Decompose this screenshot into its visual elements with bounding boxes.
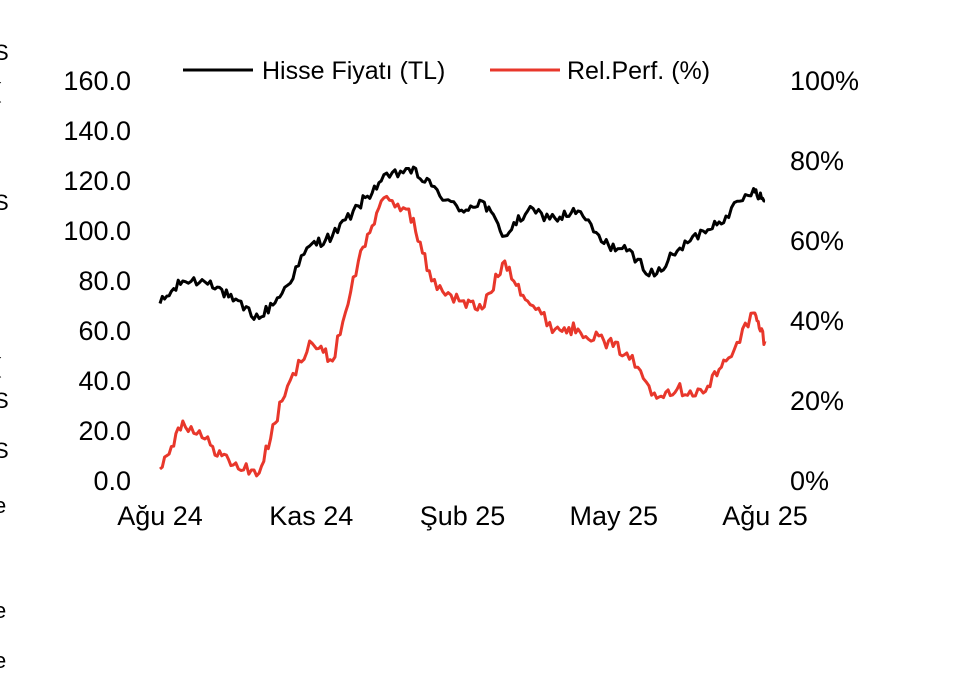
sidebar-fragment: e (0, 648, 7, 673)
legend-label: Hisse Fiyatı (TL) (262, 57, 445, 85)
left-y-tick-label: 40.0 (78, 366, 131, 396)
plot-area (158, 165, 767, 478)
x-tick-label: Ağu 25 (722, 501, 808, 531)
right-y-tick-label: 40% (790, 306, 844, 336)
left-y-axis: 0.0 20.0 40.0 60.0 80.0 100.0 120.0 140.0 160.0 (63, 66, 131, 496)
right-y-tick-label: 60% (790, 226, 844, 256)
left-y-tick-label: 100.0 (63, 216, 131, 246)
sidebar-fragment: e (0, 493, 7, 518)
left-y-tick-label: 140.0 (63, 116, 131, 146)
series-line-1 (158, 165, 766, 321)
sidebar-fragment: e (0, 598, 7, 623)
x-tick-label: Kas 24 (269, 501, 353, 531)
left-y-tick-label: 80.0 (78, 266, 131, 296)
series-line-2 (159, 194, 767, 478)
sidebar-fragment: S (0, 40, 9, 65)
x-tick-label: May 25 (569, 501, 658, 531)
right-y-tick-label: 80% (790, 146, 844, 176)
right-y-tick-label: 20% (790, 386, 844, 416)
left-y-tick-label: 120.0 (63, 166, 131, 196)
sidebar-fragment: ( (0, 355, 1, 377)
x-tick-label: Ağu 24 (117, 501, 203, 531)
right-y-tick-label: 0% (790, 466, 829, 496)
left-y-tick-label: 60.0 (78, 316, 131, 346)
sidebar-fragment: S (0, 388, 9, 413)
left-y-tick-label: 0.0 (93, 466, 131, 496)
legend-label: Rel.Perf. (%) (567, 57, 710, 85)
x-tick-label: Şub 25 (420, 501, 506, 531)
left-y-tick-label: 160.0 (63, 66, 131, 96)
sidebar-fragment: S (0, 190, 9, 215)
sidebar-fragment: ( (0, 80, 1, 102)
right-y-tick-label: 100% (790, 66, 859, 96)
left-y-tick-label: 20.0 (78, 416, 131, 446)
x-axis: Ağu 24 Kas 24 Şub 25 May 25 Ağu 25 (117, 501, 808, 531)
sidebar-fragment: S (0, 438, 9, 463)
left-sidebar-text: S(l'Sl(SSeiee (0, 0, 14, 682)
legend: Hisse Fiyatı (TL) Rel.Perf. (%) (183, 57, 710, 85)
right-y-axis: 0% 20% 40% 60% 80% 100% (790, 66, 859, 496)
